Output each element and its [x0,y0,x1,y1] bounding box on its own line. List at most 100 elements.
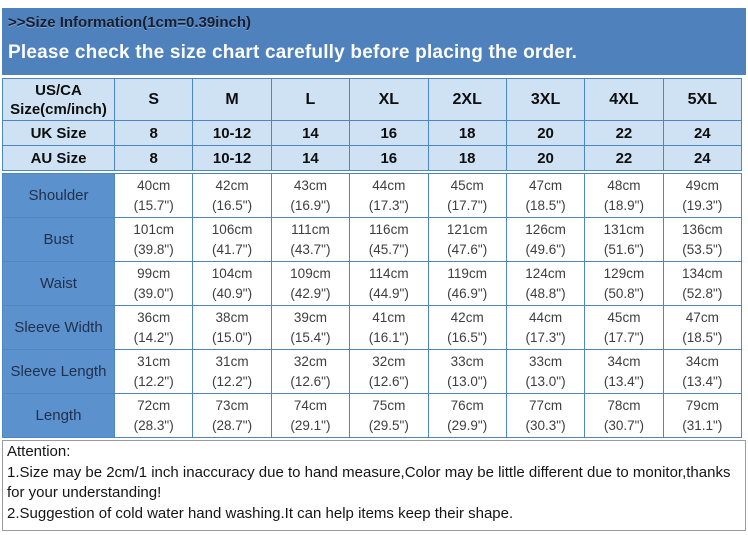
attention-line-1: 1.Size may be 2cm/1 inch inaccuracy due … [7,463,731,502]
measurement-cm: 116cm [369,221,409,237]
size-value-cell: 8 [113,145,194,171]
size-value-cell: 18 [427,145,507,171]
size-col-header-xl: XL [349,78,429,121]
measurement-cell: 38cm (15.0") [192,305,272,350]
measurement-cm: 42cm [215,177,249,193]
measurement-cm: 34cm [685,353,719,369]
measurement-cell: 114cm (44.9") [349,261,429,306]
measurement-cm: 129cm [603,265,645,281]
measurement-cm: 74cm [293,397,327,413]
measurement-cell: 43cm (16.9") [270,173,351,218]
measurement-inch: (47.6") [447,241,488,257]
measurement-cm: 45cm [450,177,484,193]
measurement-cm: 33cm [450,353,484,369]
measurement-cm: 124cm [525,265,566,281]
attention-box: Attention: 1.Size may be 2cm/1 inch inac… [2,440,746,531]
measurement-cm: 32cm [293,353,327,369]
size-value-cell: 20 [505,145,586,171]
measurement-inch: (29.1") [290,417,331,433]
shoulder-row: Shoulder 40cm (15.7") 42cm (16.5") 43cm (16.9"… [2,173,743,218]
measurement-inch: (43.7") [290,241,331,257]
measurement-cell: 44cm (17.3") [505,305,586,350]
measurement-inch: (51.6") [603,241,644,257]
measurement-inch: (13.4") [603,373,644,389]
measurement-cm: 45cm [607,309,641,325]
banner: >>Size Information(1cm=0.39inch) Please … [2,8,746,75]
measurement-inch: (49.6") [525,241,566,257]
size-header-table: US/CA Size(cm/inch) S M L XL 2XL 3XL 4XL 5XL UK… [2,78,743,171]
measurement-cell: 78cm (30.7") [584,393,664,438]
bust-row: Bust 101cm (39.8") 106cm (41.7") 111cm (43.7")… [2,217,743,262]
us-ca-size-header: US/CA Size(cm/inch) [2,78,115,121]
size-col-header-3xl: 3XL [505,78,586,121]
us-ca-size-header-line1: US/CA [35,81,82,99]
measurement-inch: (39.0") [133,285,174,301]
size-value-cell: 24 [662,120,743,146]
measurement-cell: 41cm (16.1") [349,305,429,350]
measurement-cell: 44cm (17.3") [349,173,429,218]
measurement-inch: (29.5") [368,417,409,433]
measurement-cm: 76cm [450,397,484,413]
measurement-cell: 47cm (18.5") [505,173,586,218]
measurement-cell: 121cm (47.6") [427,217,507,262]
size-value-cell: 14 [270,120,351,146]
measurement-cm: 39cm [293,309,327,325]
banner-title: >>Size Information(1cm=0.39inch) [8,14,251,31]
us-ca-size-header-line2: Size(cm/inch) [10,100,107,118]
measurement-cm: 75cm [372,397,406,413]
row-label: Sleeve Length [2,349,115,394]
measurement-inch: (17.7") [603,329,644,345]
measurements-table: Shoulder 40cm (15.7") 42cm (16.5") 43cm (16.9"… [2,173,743,438]
size-value-cell: 22 [584,145,664,171]
measurement-cm: 114cm [369,265,409,281]
size-col-header-m: M [192,78,272,121]
row-label: Length [2,393,115,438]
measurement-cell: 45cm (17.7") [427,173,507,218]
sleeve-width-row: Sleeve Width 36cm (14.2") 38cm (15.0") 39cm (1… [2,305,743,350]
measurement-inch: (15.4") [290,329,331,345]
measurement-cell: 31cm (12.2") [192,349,272,394]
measurement-inch: (16.5") [447,329,488,345]
measurement-cell: 77cm (30.3") [505,393,586,438]
measurement-cm: 134cm [682,265,723,281]
measurement-cell: 73cm (28.7") [192,393,272,438]
size-col-header-4xl: 4XL [584,78,664,121]
measurement-cell: 75cm (29.5") [349,393,429,438]
row-label: Sleeve Width [2,305,115,350]
measurement-cell: 131cm (51.6") [584,217,664,262]
measurement-inch: (18.5") [682,329,723,345]
measurement-cell: 36cm (14.2") [113,305,194,350]
measurement-cm: 34cm [607,353,641,369]
measurement-inch: (16.5") [212,197,253,213]
measurement-cell: 76cm (29.9") [427,393,507,438]
measurement-cm: 42cm [450,309,484,325]
measurement-cell: 79cm (31.1") [662,393,743,438]
measurement-cell: 39cm (15.4") [270,305,351,350]
measurement-inch: (17.3") [368,197,409,213]
row-label: AU Size [2,145,115,171]
size-col-header-2xl: 2XL [427,78,507,121]
measurement-cm: 43cm [293,177,327,193]
measurement-inch: (12.6") [368,373,409,389]
measurement-cell: 134cm (52.8") [662,261,743,306]
measurement-cm: 99cm [137,265,171,281]
measurement-cm: 136cm [682,221,723,237]
measurement-cm: 40cm [137,177,171,193]
measurement-cell: 116cm (45.7") [349,217,429,262]
row-label: Shoulder [2,173,115,218]
measurement-cell: 32cm (12.6") [349,349,429,394]
measurement-inch: (45.7") [368,241,409,257]
measurement-cm: 47cm [685,309,719,325]
measurement-cm: 78cm [607,397,641,413]
measurement-cell: 74cm (29.1") [270,393,351,438]
measurement-cell: 33cm (13.0") [427,349,507,394]
measurement-cm: 31cm [137,353,171,369]
measurement-inch: (13.0") [525,373,566,389]
measurement-cm: 31cm [215,353,249,369]
measurement-cell: 119cm (46.9") [427,261,507,306]
measurement-cell: 101cm (39.8") [113,217,194,262]
measurement-cell: 136cm (53.5") [662,217,743,262]
measurement-cm: 72cm [137,397,171,413]
measurement-cell: 104cm (40.9") [192,261,272,306]
